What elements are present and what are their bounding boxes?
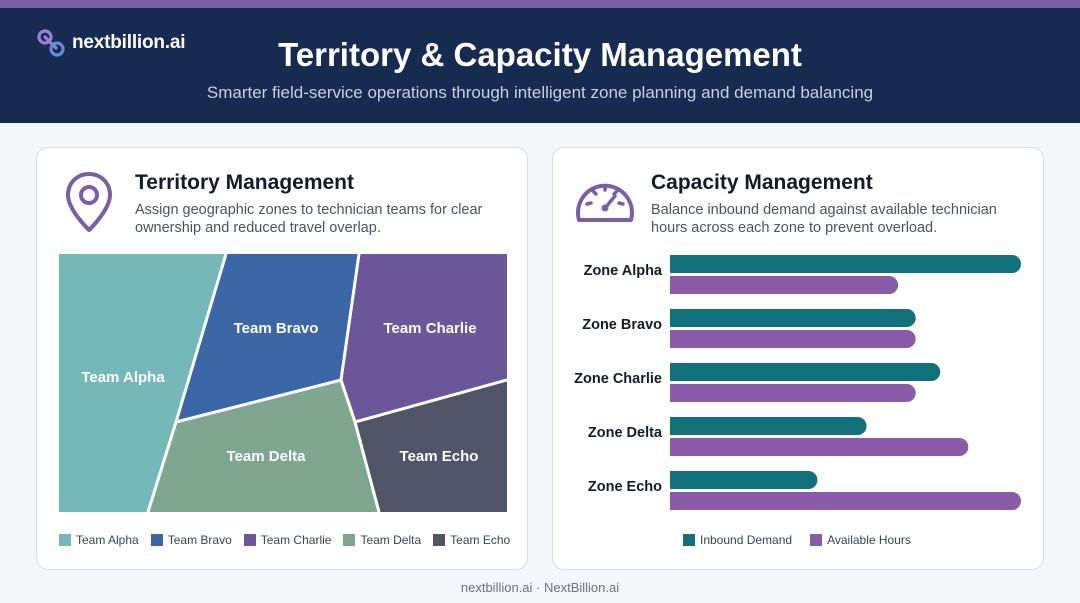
legend-swatch-team-charlie bbox=[243, 534, 256, 546]
bar-zone-charlie-inbound-demand[interactable] bbox=[670, 363, 941, 381]
legend-label-team-bravo: Team Bravo bbox=[167, 533, 232, 547]
capacity-legend: Inbound Demand Available Hours bbox=[683, 533, 929, 547]
zone-label-zone-charlie: Zone Charlie bbox=[574, 371, 662, 387]
legend-item-team-delta: Team Delta bbox=[343, 533, 421, 547]
zone-label-team-charlie: Team Charlie bbox=[383, 320, 476, 337]
zone-borders bbox=[146, 254, 507, 512]
legend-item-available-hours: Available Hours bbox=[810, 533, 911, 547]
legend-swatch-team-delta bbox=[343, 534, 356, 546]
legend-item-team-echo: Team Echo bbox=[433, 533, 510, 547]
bar-base-zone-delta-available-hours bbox=[670, 438, 688, 456]
bar-zone-echo-inbound-demand[interactable] bbox=[670, 471, 818, 489]
capacity-bar-chart: Zone Alpha Zone Bravo Zone Charlie Zone Del… bbox=[574, 255, 1021, 510]
bar-base-zone-alpha-inbound-demand bbox=[670, 255, 688, 273]
bar-zone-delta-inbound-demand[interactable] bbox=[670, 417, 867, 435]
legend-swatch-team-alpha bbox=[59, 534, 71, 546]
legend-swatch-available-hours bbox=[810, 534, 823, 546]
zone-team-charlie[interactable] bbox=[341, 254, 507, 422]
bar-base-zone-alpha-available-hours bbox=[670, 276, 688, 294]
capacity-title: Capacity Management bbox=[651, 171, 873, 194]
bar-zone-echo-available-hours[interactable] bbox=[670, 492, 1021, 510]
bar-base-zone-charlie-inbound-demand bbox=[670, 363, 688, 381]
bar-zone-alpha-inbound-demand[interactable] bbox=[670, 255, 1021, 273]
legend-label-team-delta: Team Delta bbox=[360, 533, 422, 547]
zone-team-bravo[interactable] bbox=[176, 254, 359, 422]
legend-item-inbound-demand: Inbound Demand bbox=[683, 533, 792, 547]
bar-zone-charlie-available-hours[interactable] bbox=[670, 384, 916, 402]
territory-legend: Team Alpha Team Bravo Team Charlie Team … bbox=[59, 533, 510, 547]
territory-title: Territory Management bbox=[135, 171, 354, 194]
gauge-icon bbox=[573, 174, 637, 231]
legend-label-available-hours: Available Hours bbox=[827, 533, 911, 547]
legend-item-team-charlie: Team Charlie bbox=[243, 533, 332, 547]
legend-label-team-echo: Team Echo bbox=[450, 533, 511, 547]
legend-label-team-charlie: Team Charlie bbox=[260, 533, 332, 547]
top-accent-stripe bbox=[0, 0, 1080, 8]
legend-item-team-bravo: Team Bravo bbox=[150, 533, 232, 547]
zone-label-team-delta: Team Delta bbox=[227, 448, 307, 465]
legend-swatch-team-bravo bbox=[150, 534, 163, 546]
zone-team-delta[interactable] bbox=[148, 380, 379, 512]
page-title: Territory & Capacity Management bbox=[278, 36, 802, 73]
zone-team-alpha[interactable] bbox=[59, 254, 226, 512]
bar-base-zone-delta-inbound-demand bbox=[670, 417, 688, 435]
zone-label-zone-echo: Zone Echo bbox=[588, 479, 662, 495]
page-header: nextbillion.ai Territory & Capacity Mana… bbox=[0, 8, 1080, 123]
brand-logo[interactable]: nextbillion.ai bbox=[36, 28, 186, 58]
nextbillion-logo-icon bbox=[37, 29, 65, 57]
territory-map: Team Alpha Team Bravo Team Charlie Team … bbox=[59, 254, 507, 512]
legend-swatch-team-echo bbox=[433, 534, 446, 546]
legend-swatch-inbound-demand bbox=[683, 534, 695, 546]
zone-label-team-echo: Team Echo bbox=[400, 448, 479, 465]
bar-base-zone-bravo-available-hours bbox=[670, 330, 688, 348]
capacity-description: Balance inbound demand against available… bbox=[651, 202, 997, 236]
bar-base-zone-echo-available-hours bbox=[670, 492, 688, 510]
bar-zone-alpha-available-hours[interactable] bbox=[670, 276, 899, 294]
zone-label-zone-bravo: Zone Bravo bbox=[582, 317, 662, 333]
map-pin-icon bbox=[63, 170, 115, 239]
legend-label-inbound-demand: Inbound Demand bbox=[700, 533, 793, 547]
logo-text: nextbillion.ai bbox=[72, 32, 186, 53]
page-footer: nextbillion.ai · NextBillion.ai bbox=[460, 580, 620, 595]
bar-base-zone-charlie-available-hours bbox=[670, 384, 688, 402]
page-subtitle: Smarter field-service operations through… bbox=[206, 83, 874, 102]
bar-zone-bravo-inbound-demand[interactable] bbox=[670, 309, 916, 327]
zone-label-team-bravo: Team Bravo bbox=[234, 320, 319, 337]
legend-item-team-alpha: Team Alpha bbox=[59, 533, 139, 547]
capacity-management-card: Capacity Management Balance inbound dema… bbox=[552, 147, 1044, 570]
bar-zone-delta-available-hours[interactable] bbox=[670, 438, 969, 456]
territory-management-card: Territory Management Assign geographic z… bbox=[36, 147, 528, 570]
bar-base-zone-bravo-inbound-demand bbox=[670, 309, 688, 327]
legend-label-team-alpha: Team Alpha bbox=[76, 533, 139, 547]
territory-description: Assign geographic zones to technician te… bbox=[135, 202, 483, 236]
zone-label-zone-delta: Zone Delta bbox=[588, 425, 663, 441]
zone-label-team-alpha: Team Alpha bbox=[81, 369, 165, 386]
zone-label-zone-alpha: Zone Alpha bbox=[584, 263, 663, 279]
bar-base-zone-echo-inbound-demand bbox=[670, 471, 688, 489]
bar-zone-bravo-available-hours[interactable] bbox=[670, 330, 916, 348]
